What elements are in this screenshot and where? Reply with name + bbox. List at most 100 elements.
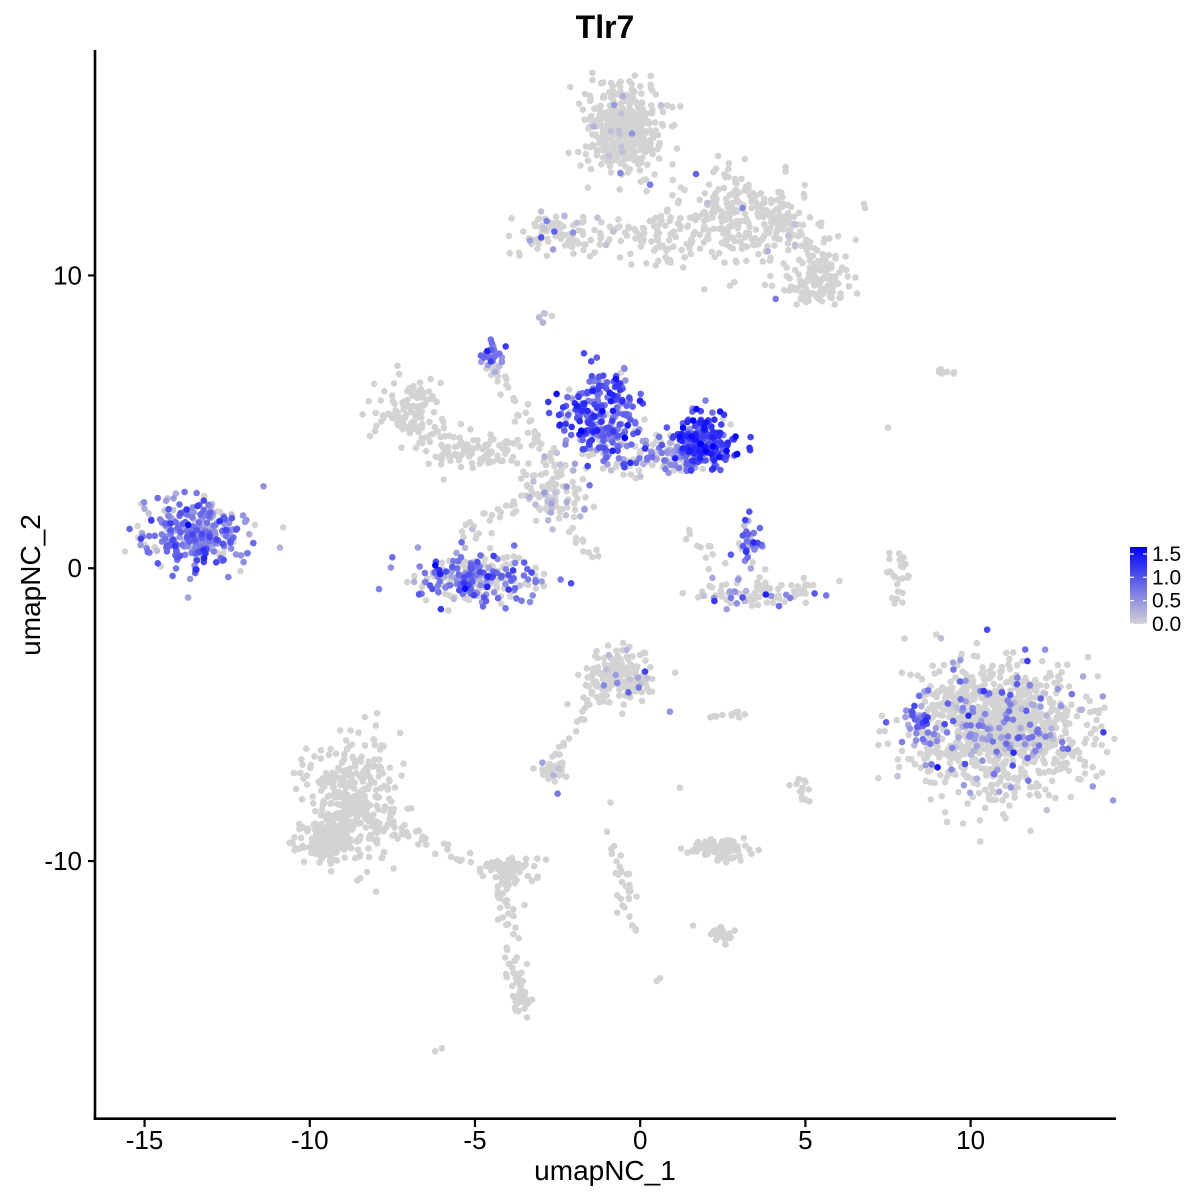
cell-point <box>532 501 539 508</box>
cell-point <box>941 778 949 786</box>
cell-point <box>795 271 802 278</box>
cell-point <box>461 573 468 581</box>
cell-point <box>811 590 818 597</box>
cell-point <box>644 161 651 168</box>
cell-point <box>702 457 709 464</box>
cell-point <box>325 851 333 859</box>
cell-point <box>518 992 525 999</box>
cell-point <box>980 668 987 676</box>
cell-point <box>723 605 730 613</box>
cell-point <box>588 372 596 380</box>
cell-point <box>361 792 368 800</box>
cell-point <box>373 422 380 430</box>
cell-point <box>891 600 898 607</box>
cell-point <box>746 223 753 231</box>
cell-point <box>469 578 476 585</box>
cell-point <box>781 598 788 605</box>
cell-point <box>541 453 548 460</box>
cell-point <box>320 797 327 805</box>
cell-point <box>391 784 399 791</box>
cell-point <box>897 562 905 570</box>
cell-point <box>677 184 685 191</box>
cell-point <box>426 395 434 403</box>
cell-point <box>510 930 517 938</box>
cell-point <box>600 654 607 662</box>
cell-point <box>609 83 616 90</box>
cell-point <box>768 282 776 290</box>
cell-point <box>1094 673 1102 680</box>
cell-point <box>753 579 761 586</box>
cell-point <box>432 453 439 461</box>
cell-point <box>415 591 423 598</box>
cell-point <box>564 411 572 419</box>
cell-point <box>502 605 509 612</box>
cell-point <box>573 219 581 227</box>
cell-point <box>982 772 990 779</box>
cell-point <box>479 603 487 610</box>
cell-point <box>786 594 794 602</box>
cell-point <box>1007 691 1014 699</box>
cell-point <box>716 852 724 859</box>
cell-point <box>337 831 344 839</box>
cell-point <box>154 494 161 502</box>
cell-point <box>612 647 620 655</box>
cell-point <box>500 881 508 888</box>
cell-point <box>193 557 201 564</box>
cell-point <box>584 157 592 164</box>
cell-point <box>632 98 640 105</box>
cell-point <box>598 692 606 699</box>
legend-ticks: 0.00.51.01.5 <box>1130 543 1181 636</box>
cell-point <box>126 525 133 533</box>
cell-point <box>791 220 798 228</box>
cell-point <box>516 868 523 876</box>
cell-point <box>743 243 751 250</box>
cell-point <box>802 298 810 306</box>
cell-point <box>438 441 445 449</box>
cell-point <box>767 592 775 600</box>
cell-point <box>494 888 502 895</box>
cell-point <box>717 429 724 437</box>
cell-point <box>809 252 817 260</box>
cell-point <box>570 250 577 257</box>
cell-point <box>943 729 951 736</box>
cell-point <box>440 418 447 426</box>
cell-point <box>986 674 994 682</box>
cell-point <box>764 248 771 255</box>
cell-point <box>584 462 591 470</box>
cell-point <box>336 727 344 734</box>
cell-point <box>426 438 434 446</box>
cell-point <box>421 569 429 577</box>
cell-point <box>581 400 588 407</box>
cell-point <box>676 433 684 440</box>
cell-point <box>629 403 636 411</box>
cell-point <box>280 524 287 531</box>
cell-point <box>578 407 585 415</box>
cell-point <box>1006 802 1013 809</box>
cell-point <box>563 483 570 491</box>
cell-point <box>924 768 932 775</box>
cell-point <box>820 290 827 297</box>
cell-point <box>568 423 575 431</box>
cell-point <box>587 165 595 173</box>
cell-point <box>544 516 552 524</box>
cell-point <box>552 481 560 488</box>
y-tick-label: 10 <box>53 260 82 290</box>
cell-point <box>907 755 915 763</box>
cell-point <box>618 867 625 875</box>
cell-point <box>929 701 936 709</box>
cell-point <box>690 457 697 465</box>
cell-point <box>228 514 236 522</box>
cell-point <box>886 549 893 557</box>
cell-point <box>327 799 335 807</box>
cell-point <box>726 214 733 222</box>
cell-point <box>980 687 988 695</box>
cell-point <box>554 790 561 797</box>
x-tick-label: 5 <box>798 1125 812 1155</box>
cell-point <box>687 467 695 474</box>
cell-point <box>616 83 624 91</box>
cell-point <box>494 594 502 602</box>
cell-point <box>322 774 330 781</box>
cell-point <box>617 237 624 245</box>
cell-point <box>593 427 601 434</box>
